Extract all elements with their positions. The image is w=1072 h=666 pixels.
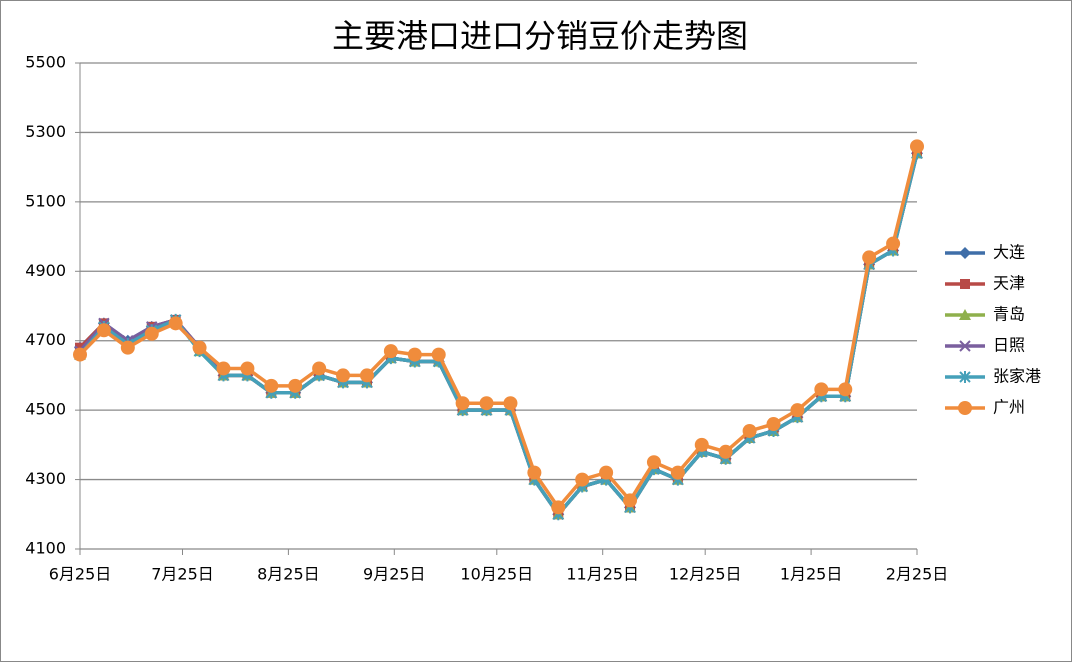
- point: [455, 396, 470, 411]
- point: [718, 444, 733, 459]
- legend-marker: [960, 279, 970, 289]
- point: [168, 316, 183, 331]
- point: [73, 347, 87, 362]
- legend-marker: [959, 340, 971, 352]
- legend-label: 张家港: [993, 367, 1041, 386]
- y-tick-label: 4500: [25, 400, 66, 419]
- point: [407, 347, 422, 362]
- legend-label: 广州: [993, 398, 1025, 417]
- point: [575, 472, 590, 487]
- legend-marker: [958, 401, 972, 415]
- point: [240, 361, 255, 376]
- y-tick-label: 4700: [25, 330, 66, 349]
- y-tick-label: 4300: [25, 469, 66, 488]
- point: [383, 344, 398, 359]
- legend-marker: [959, 309, 971, 320]
- point: [670, 465, 685, 480]
- point: [503, 396, 518, 411]
- legend-label: 青岛: [993, 305, 1025, 324]
- point: [766, 417, 781, 432]
- point: [599, 465, 614, 480]
- point: [551, 500, 566, 515]
- x-tick-label: 12月25日: [669, 565, 742, 584]
- point: [623, 493, 638, 508]
- y-tick-label: 4100: [25, 539, 66, 558]
- point: [479, 396, 494, 411]
- point: [264, 378, 279, 393]
- y-tick-label: 5500: [25, 53, 66, 72]
- point: [288, 378, 303, 393]
- point: [814, 382, 829, 397]
- x-tick-label: 9月25日: [363, 565, 426, 584]
- point: [527, 465, 542, 480]
- x-tick-label: 11月25日: [566, 565, 639, 584]
- point: [862, 250, 877, 265]
- x-tick-label: 1月25日: [780, 565, 843, 584]
- point: [192, 340, 207, 355]
- y-tick-label: 5100: [25, 191, 66, 210]
- point: [838, 382, 853, 397]
- point: [742, 423, 757, 438]
- legend-label: 天津: [993, 274, 1025, 293]
- legend-marker: [959, 371, 971, 383]
- point: [886, 236, 901, 251]
- point: [144, 326, 159, 341]
- chart-title: 主要港口进口分销豆价走势图: [332, 17, 748, 55]
- y-tick-label: 4900: [25, 261, 66, 280]
- x-tick-label: 2月25日: [886, 565, 949, 584]
- x-tick-label: 6月25日: [49, 565, 112, 584]
- point: [431, 347, 446, 362]
- point: [96, 323, 111, 338]
- x-tick-label: 8月25日: [257, 565, 320, 584]
- point: [312, 361, 327, 376]
- point: [910, 139, 924, 154]
- legend-label: 大连: [993, 243, 1025, 262]
- y-tick-label: 5300: [25, 122, 66, 141]
- legend-marker: [959, 247, 971, 259]
- point: [646, 455, 661, 470]
- x-tick-label: 7月25日: [151, 565, 214, 584]
- point: [359, 368, 374, 383]
- legend-label: 日照: [993, 336, 1025, 355]
- x-tick-label: 10月25日: [460, 565, 533, 584]
- point: [120, 340, 135, 355]
- point: [790, 403, 805, 418]
- point: [694, 437, 709, 452]
- point: [336, 368, 351, 383]
- point: [216, 361, 231, 376]
